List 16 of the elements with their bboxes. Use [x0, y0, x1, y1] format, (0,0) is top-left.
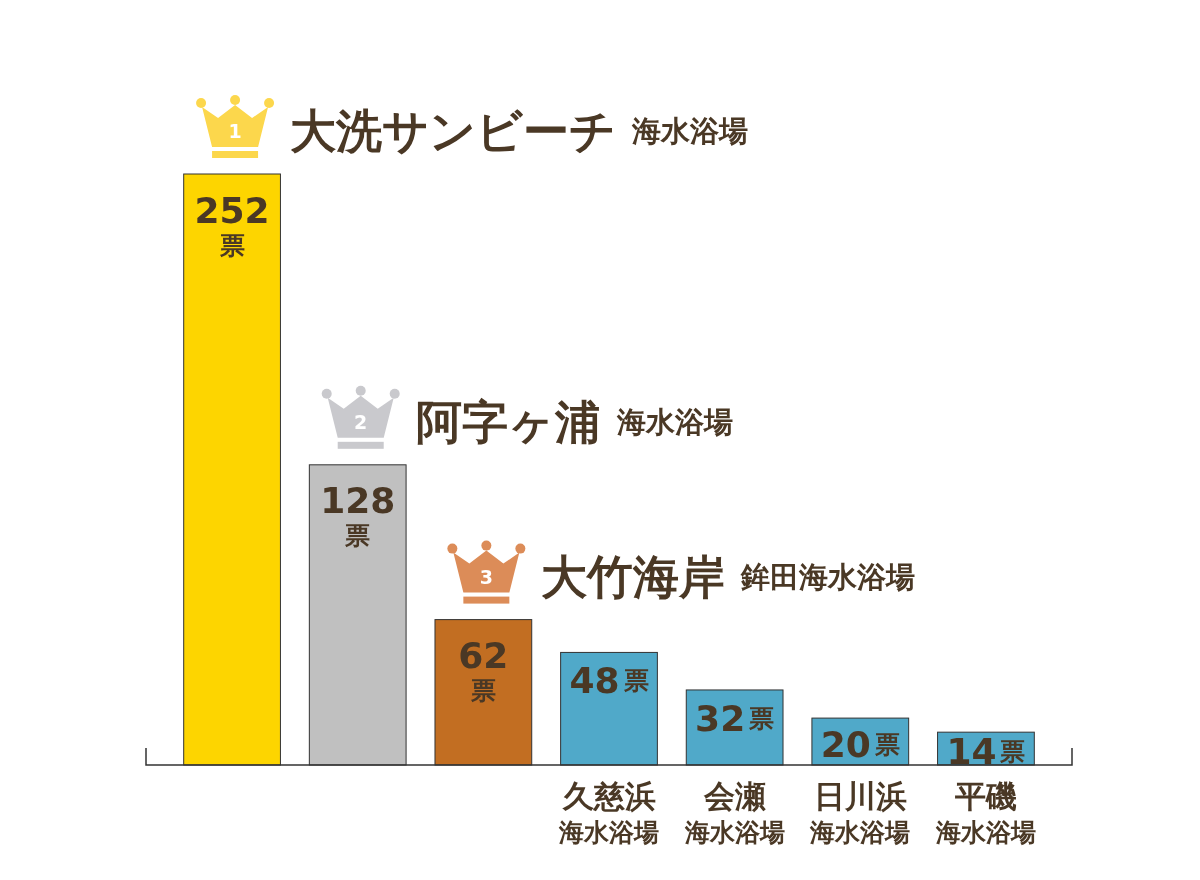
data-label: 62票 [458, 635, 509, 706]
data-label: 252票 [194, 189, 270, 260]
x-tick-label: 平磯海水浴場 [934, 778, 1036, 847]
data-label: 128票 [320, 480, 396, 551]
data-label: 20票 [820, 723, 900, 765]
x-tick-label: 久慈浜海水浴場 [558, 778, 659, 847]
data-label: 48票 [569, 659, 649, 701]
text: 1 [228, 120, 242, 142]
annotation: 3 [479, 565, 493, 588]
annotation: 阿字ヶ浦 海水浴場 [415, 394, 733, 449]
x-tick-label: 日川浜海水浴場 [809, 778, 911, 847]
annotation: 大竹海岸 鉾田海水浴場 [541, 549, 916, 604]
x-tick-label: 会瀬海水浴場 [683, 778, 785, 847]
data-label: 32票 [695, 697, 775, 739]
text: 大洗サンビーチ 海水浴場 [290, 104, 749, 158]
data-label: 14票 [946, 730, 1026, 772]
